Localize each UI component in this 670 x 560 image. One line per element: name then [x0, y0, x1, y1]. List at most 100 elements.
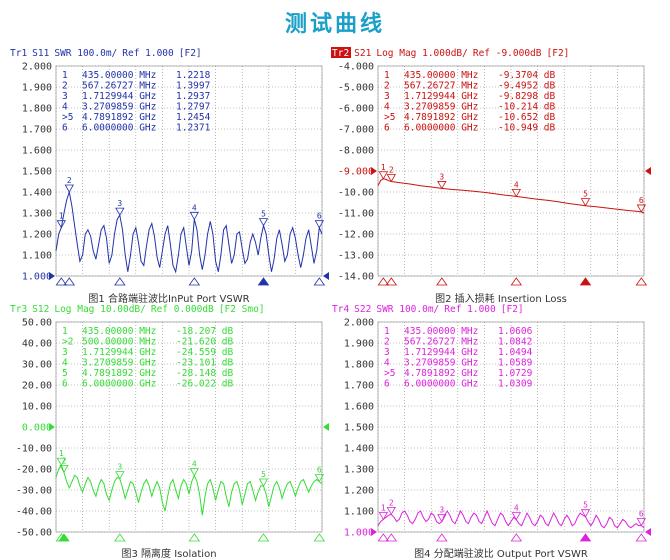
ref-level-right-arrow [645, 528, 651, 536]
marker-row: >5 4.7891892 GHz 1.0729 [384, 368, 533, 379]
marker-axis-triangle [257, 533, 270, 542]
marker-axis-triangle [385, 277, 398, 286]
marker-number: 2 [62, 456, 67, 465]
marker-triangle [258, 478, 269, 487]
marker-axis-triangle [635, 277, 648, 286]
marker-row: 3 1.7129944 GHz 1.0494 [384, 347, 533, 358]
marker-id: 2 [384, 81, 390, 92]
marker-triangle [314, 220, 325, 229]
marker-value: -10.949 dB [498, 123, 555, 134]
marker-row: >5 4.7891892 GHz -10.652 dB [384, 112, 555, 123]
header-part: Ref -9.000dB [473, 48, 542, 59]
chart-isolation: Tr3 S12 Log Mag 10.00dB/Ref 0.000dB [F2 Smo… [10, 304, 329, 542]
marker-triangle [115, 207, 125, 216]
y-tick-label: -12.00 [338, 230, 374, 241]
marker-value: -9.8298 dB [498, 91, 555, 102]
y-tick-label: -10.00 [16, 444, 52, 455]
marker-row: 2 567.26727 MHz 1.3997 [62, 81, 210, 92]
header-part: SWR 100.0m/ [376, 304, 439, 315]
marker-id: >5 [62, 112, 73, 123]
marker-freq: 1.7129944 GHz [82, 347, 156, 358]
marker-row: 1 435.00000 MHz -18.207 dB [62, 326, 233, 337]
y-tick-label: -50.00 [16, 528, 52, 539]
marker-number: 2 [389, 166, 394, 175]
header-part: Tr3 [10, 304, 27, 315]
y-tick-label: -14.00 [338, 272, 374, 283]
header-part: S11 [32, 48, 49, 59]
trace-line [377, 509, 645, 529]
marker-triangle [386, 506, 396, 516]
header-part: Ref 1.000 [444, 304, 496, 315]
ref-level-right-arrow [645, 167, 651, 175]
marker-freq: 1.7129944 GHz [404, 91, 478, 102]
y-tick-label: 2.000 [22, 62, 52, 73]
marker-freq: 435.00000 MHz [82, 326, 156, 337]
header-part: Log Mag 1.000dB/ [376, 48, 468, 59]
marker-triangle [56, 457, 67, 467]
marker-axis-triangle [510, 533, 523, 542]
marker-row: 6 6.0000000 GHz 1.2371 [62, 123, 211, 134]
marker-triangle [115, 471, 125, 480]
marker-value: 1.2937 [176, 91, 210, 102]
marker-id: 5 [62, 368, 68, 379]
marker-freq: 3.2709859 GHz [404, 358, 478, 369]
chart-header: Tr1 S11 SWR 100.0m/Ref 1.000 [F2] [10, 48, 202, 59]
marker-axis-triangle [257, 277, 270, 286]
y-tick-label: 30.00 [22, 360, 52, 371]
marker-axis-triangle [385, 533, 398, 542]
marker-triangle [378, 171, 389, 180]
ref-level-left-arrow [371, 167, 377, 175]
y-tick-label: 1.200 [22, 230, 52, 241]
y-tick-label: 1.400 [22, 188, 52, 199]
trace-line [55, 191, 323, 274]
chart-header: Tr4 S22 SWR 100.0m/Ref 1.000 [F2] [332, 304, 524, 315]
marker-number: 1 [381, 503, 386, 512]
marker-row: 5 4.7891892 GHz -28.148 dB [62, 368, 233, 379]
chart-panel-insertion-loss: Tr2 S21 Log Mag 1.000dB/Ref -9.000dB [F2] -4… [326, 44, 656, 302]
marker-row: 4 3.2709859 GHz -10.214 dB [384, 102, 555, 113]
marker-freq: 567.26727 MHz [404, 337, 478, 348]
marker-axis-triangle [188, 277, 201, 286]
marker-value: 1.0494 [498, 347, 533, 358]
marker-value: 1.0589 [498, 358, 533, 369]
y-tick-label: -5.000 [338, 83, 374, 94]
marker-id: 1 [384, 70, 390, 81]
header-part: [F2] [547, 48, 570, 59]
marker-row: 4 3.2709859 GHz -23.101 dB [62, 358, 233, 369]
y-tick-label: 1.300 [344, 465, 374, 476]
marker-freq: 4.7891892 GHz [404, 112, 478, 123]
y-tick-label: -4.000 [338, 62, 374, 73]
marker-id: 1 [62, 326, 68, 337]
ref-level-left-arrow [49, 423, 55, 431]
marker-value: 1.0842 [498, 337, 532, 348]
y-tick-label: 1.300 [22, 209, 52, 220]
marker-value: 1.2454 [176, 112, 211, 123]
header-part: [F2 Smo] [219, 304, 265, 315]
y-tick-label: 40.00 [22, 339, 52, 350]
marker-id: 3 [62, 91, 68, 102]
marker-axis-triangle [58, 533, 70, 542]
marker-axis-triangle [313, 277, 326, 286]
marker-id: 6 [62, 379, 68, 390]
chart-panel-isolation: Tr3 S12 Log Mag 10.00dB/Ref 0.000dB [F2 Smo… [4, 300, 334, 558]
marker-value: 1.2218 [176, 70, 211, 81]
y-tick-label: 1.600 [22, 146, 52, 157]
marker-value: 1.2371 [176, 123, 211, 134]
marker-row: 3 1.7129944 GHz -24.559 dB [62, 347, 233, 358]
header-part: S21 [354, 48, 371, 59]
chart-input-vswr: Tr1 S11 SWR 100.0m/Ref 1.000 [F2] 2.000 1.900… [10, 48, 329, 286]
marker-id: 1 [384, 326, 390, 337]
y-tick-label: 1.500 [344, 423, 374, 434]
ref-level-right-arrow [323, 272, 329, 280]
ref-level-left-arrow [371, 528, 377, 536]
marker-id: 1 [62, 70, 68, 81]
header-part: S12 [32, 304, 49, 315]
marker-id: 6 [384, 123, 390, 134]
marker-axis-triangle [436, 277, 448, 286]
marker-row: 1 435.00000 MHz -9.3704 dB [384, 70, 555, 81]
header-part: Tr4 [332, 304, 349, 315]
y-tick-label: 1.200 [344, 486, 374, 497]
marker-number: 6 [317, 212, 322, 221]
marker-row: 3 1.7129944 GHz 1.2937 [62, 91, 210, 102]
marker-value: -10.214 dB [498, 102, 555, 113]
